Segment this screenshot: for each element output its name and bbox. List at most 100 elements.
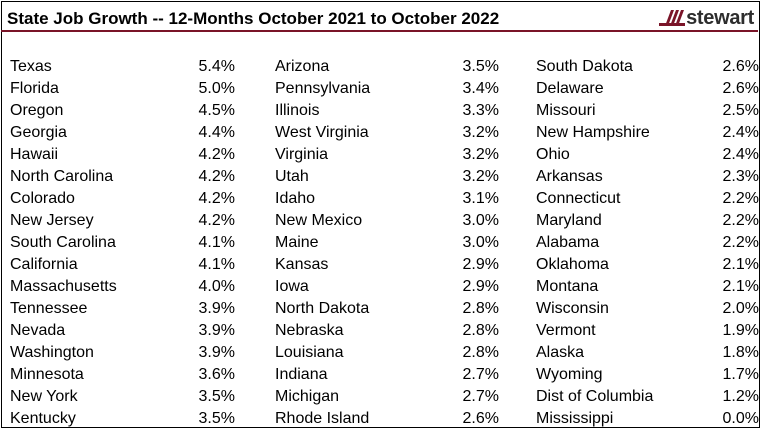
growth-value: 3.2% — [462, 146, 499, 163]
state-name: Hawaii — [10, 146, 59, 163]
growth-value: 2.7% — [462, 366, 499, 383]
table-column: Arizona 3.5% Pennsylvania 3.4% Illinois 3.3% W… — [275, 56, 499, 430]
growth-value: 2.8% — [462, 300, 499, 317]
growth-value: 3.2% — [462, 124, 499, 141]
table-row: Arizona 3.5% — [275, 56, 499, 78]
state-name: Arizona — [275, 58, 330, 75]
table-row: Ohio 2.4% — [536, 144, 759, 166]
state-name: Iowa — [275, 278, 309, 295]
state-name: Nebraska — [275, 322, 344, 339]
state-name: Illinois — [275, 102, 320, 119]
table-row: South Carolina 4.1% — [10, 232, 235, 254]
state-name: Alaska — [536, 344, 585, 361]
table-row: Montana 2.1% — [536, 276, 759, 298]
table-row: Colorado 4.2% — [10, 188, 235, 210]
growth-value: 2.7% — [462, 388, 499, 405]
growth-value: 3.9% — [198, 344, 235, 361]
growth-value: 2.3% — [722, 168, 759, 185]
table-row: Nebraska 2.8% — [275, 320, 499, 342]
growth-value: 1.8% — [722, 344, 759, 361]
table-row: Alabama 2.2% — [536, 232, 759, 254]
table-row: New Mexico 3.0% — [275, 210, 499, 232]
table-row: New Jersey 4.2% — [10, 210, 235, 232]
state-name: Florida — [10, 80, 59, 97]
state-name: Idaho — [275, 190, 316, 207]
growth-value: 2.1% — [722, 278, 759, 295]
table-row: Rhode Island 2.6% — [275, 408, 499, 430]
table-row: Wisconsin 2.0% — [536, 298, 759, 320]
growth-value: 4.0% — [198, 278, 235, 295]
state-name: New Hampshire — [536, 124, 650, 141]
state-name: Washington — [10, 344, 94, 361]
state-name: Rhode Island — [275, 410, 370, 427]
growth-value: 2.2% — [722, 190, 759, 207]
growth-value: 1.9% — [722, 322, 759, 339]
table-row: Texas 5.4% — [10, 56, 235, 78]
state-name: Alabama — [536, 234, 600, 251]
state-name: Michigan — [275, 388, 340, 405]
state-name: North Carolina — [10, 168, 114, 185]
table-row: North Dakota 2.8% — [275, 298, 499, 320]
growth-value: 0.0% — [722, 410, 759, 427]
table-row: Oklahoma 2.1% — [536, 254, 759, 276]
growth-value: 3.5% — [198, 388, 235, 405]
table-row: Missouri 2.5% — [536, 100, 759, 122]
state-name: Ohio — [536, 146, 570, 163]
state-name: Pennsylvania — [275, 80, 371, 97]
header-bar: State Job Growth -- 12-Months October 20… — [1, 1, 758, 32]
stewart-logo: stewart — [659, 8, 754, 28]
growth-value: 3.0% — [462, 234, 499, 251]
growth-value: 2.4% — [722, 146, 759, 163]
table-row: Washington 3.9% — [10, 342, 235, 364]
state-name: Missouri — [536, 102, 596, 119]
table-row: Virginia 3.2% — [275, 144, 499, 166]
table-row: Florida 5.0% — [10, 78, 235, 100]
growth-value: 2.6% — [722, 80, 759, 97]
growth-value: 3.6% — [198, 366, 235, 383]
state-name: Indiana — [275, 366, 328, 383]
table-column: Texas 5.4% Florida 5.0% Oregon 4.5% Georgia 4.4… — [10, 56, 235, 430]
growth-value: 4.2% — [198, 212, 235, 229]
state-name: Wisconsin — [536, 300, 609, 317]
state-name: Utah — [275, 168, 309, 185]
growth-value: 2.4% — [722, 124, 759, 141]
growth-value: 2.8% — [462, 322, 499, 339]
table-row: Connecticut 2.2% — [536, 188, 759, 210]
table-row: New Hampshire 2.4% — [536, 122, 759, 144]
table-row: Minnesota 3.6% — [10, 364, 235, 386]
growth-value: 4.1% — [198, 234, 235, 251]
table-row: Michigan 2.7% — [275, 386, 499, 408]
growth-value: 3.2% — [462, 168, 499, 185]
table-row: Oregon 4.5% — [10, 100, 235, 122]
growth-value: 4.4% — [198, 124, 235, 141]
growth-value: 1.2% — [722, 388, 759, 405]
table-row: Arkansas 2.3% — [536, 166, 759, 188]
growth-value: 3.1% — [462, 190, 499, 207]
state-name: New Mexico — [275, 212, 363, 229]
growth-value: 2.8% — [462, 344, 499, 361]
table-row: Idaho 3.1% — [275, 188, 499, 210]
state-name: North Dakota — [275, 300, 370, 317]
table-row: Maine 3.0% — [275, 232, 499, 254]
table-row: Alaska 1.8% — [536, 342, 759, 364]
growth-value: 4.5% — [198, 102, 235, 119]
table-row: Vermont 1.9% — [536, 320, 759, 342]
growth-value: 4.1% — [198, 256, 235, 273]
state-name: New York — [10, 388, 78, 405]
state-name: Texas — [10, 58, 52, 75]
growth-value: 3.3% — [462, 102, 499, 119]
table-row: Wyoming 1.7% — [536, 364, 759, 386]
state-name: South Carolina — [10, 234, 116, 251]
table-row: Maryland 2.2% — [536, 210, 759, 232]
state-name: Oregon — [10, 102, 64, 119]
growth-value: 3.9% — [198, 322, 235, 339]
state-name: Delaware — [536, 80, 604, 97]
growth-value: 3.5% — [198, 410, 235, 427]
stewart-logo-text: stewart — [686, 7, 754, 29]
table-row: Iowa 2.9% — [275, 276, 499, 298]
growth-value: 2.2% — [722, 234, 759, 251]
state-name: Dist of Columbia — [536, 388, 654, 405]
stewart-logo-mark-icon — [659, 10, 686, 26]
table-row: Nevada 3.9% — [10, 320, 235, 342]
